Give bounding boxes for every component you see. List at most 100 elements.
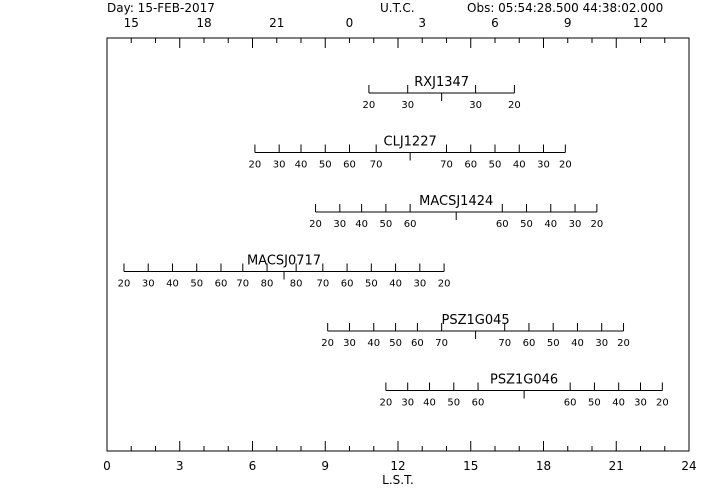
elevation-label: 80 xyxy=(261,279,274,290)
x-axis-label: L.S.T. xyxy=(382,473,414,487)
elevation-label: 20 xyxy=(559,160,572,171)
elevation-label: 60 xyxy=(341,279,354,290)
elevation-label: 20 xyxy=(380,398,393,409)
lst-tick-label: 24 xyxy=(681,459,696,473)
elevation-label: 20 xyxy=(656,398,669,409)
utc-tick-label: 15 xyxy=(124,16,139,30)
target-name-label: MACSJ1424 xyxy=(419,194,493,209)
elevation-label: 60 xyxy=(343,160,356,171)
elevation-label: 50 xyxy=(547,338,560,349)
elevation-label: 50 xyxy=(520,219,533,230)
elevation-label: 40 xyxy=(612,398,625,409)
elevation-label: 70 xyxy=(498,338,511,349)
target-tracks: RXJ1347 20 30 30 20 CLJ1227 20 30 40 50 60 70 70 60 50… xyxy=(118,75,669,409)
target-psz1g046: PSZ1G046 20 30 40 50 60 60 50 40 30 20 xyxy=(380,373,669,409)
elevation-label: 30 xyxy=(634,398,647,409)
elevation-label: 20 xyxy=(249,160,262,171)
elevation-label: 60 xyxy=(215,279,228,290)
target-macsj0717: MACSJ0717 20 30 40 50 60 70 80 80 70 60 50 40 30 20 xyxy=(118,254,451,290)
target-name-label: PSZ1G046 xyxy=(490,373,558,388)
elevation-label: 40 xyxy=(389,279,402,290)
elevation-label: 20 xyxy=(590,219,603,230)
elevation-label: 70 xyxy=(370,160,383,171)
elevation-label: 60 xyxy=(404,219,417,230)
elevation-label: 60 xyxy=(496,219,509,230)
target-macsj1424: MACSJ1424 20 30 40 50 60 60 50 40 30 20 xyxy=(309,194,603,230)
elevation-label: 30 xyxy=(469,100,482,111)
target-name-label: MACSJ0717 xyxy=(247,254,321,269)
elevation-label: 40 xyxy=(295,160,308,171)
utc-tick-label: 9 xyxy=(564,16,572,30)
elevation-label: 20 xyxy=(363,100,376,111)
elevation-label: 20 xyxy=(321,338,334,349)
elevation-label: 60 xyxy=(464,160,477,171)
elevation-label: 50 xyxy=(319,160,332,171)
header-utc-label: U.T.C. xyxy=(380,1,415,15)
lst-tick-label: 18 xyxy=(536,459,551,473)
utc-tick-label: 21 xyxy=(269,16,284,30)
elevation-label: 20 xyxy=(118,279,131,290)
elevation-label: 30 xyxy=(569,219,582,230)
elevation-label: 30 xyxy=(595,338,608,349)
target-clj1227: CLJ1227 20 30 40 50 60 70 70 60 50 40 30 20 xyxy=(249,135,572,171)
elevation-label: 60 xyxy=(411,338,424,349)
elevation-label: 20 xyxy=(617,338,630,349)
lst-tick-label: 6 xyxy=(249,459,257,473)
elevation-label: 40 xyxy=(513,160,526,171)
elevation-label: 20 xyxy=(438,279,451,290)
elevation-label: 80 xyxy=(290,279,303,290)
elevation-label: 30 xyxy=(413,279,426,290)
header-obs: Obs: 05:54:28.500 44:38:02.000 xyxy=(467,1,663,15)
elevation-label: 30 xyxy=(333,219,346,230)
elevation-label: 40 xyxy=(423,398,436,409)
elevation-label: 50 xyxy=(389,338,402,349)
plot-frame xyxy=(106,37,690,452)
elevation-label: 20 xyxy=(309,219,322,230)
elevation-label: 30 xyxy=(343,338,356,349)
target-name-label: CLJ1227 xyxy=(384,135,437,150)
elevation-label: 30 xyxy=(401,100,414,111)
target-name-label: PSZ1G045 xyxy=(442,313,510,328)
target-rxj1347: RXJ1347 20 30 30 20 xyxy=(363,75,521,111)
lst-tick-label: 21 xyxy=(609,459,624,473)
elevation-label: 30 xyxy=(273,160,286,171)
elevation-label: 60 xyxy=(564,398,577,409)
lst-tick-label: 15 xyxy=(463,459,478,473)
elevation-label: 30 xyxy=(401,398,414,409)
utc-tick-label: 12 xyxy=(633,16,648,30)
elevation-label: 20 xyxy=(508,100,521,111)
elevation-label: 30 xyxy=(142,279,155,290)
lst-tick-label: 3 xyxy=(176,459,184,473)
elevation-label: 70 xyxy=(440,160,453,171)
target-name-label: RXJ1347 xyxy=(414,75,469,90)
elevation-label: 70 xyxy=(435,338,448,349)
lst-tick-label: 0 xyxy=(103,459,111,473)
elevation-label: 70 xyxy=(236,279,249,290)
target-psz1g045: PSZ1G045 20 30 40 50 60 70 70 60 50 40 30 20 xyxy=(321,313,630,349)
elevation-label: 30 xyxy=(537,160,550,171)
utc-tick-label: 0 xyxy=(346,16,354,30)
lst-axis: 0 3 6 9 12 15 18 21 24 xyxy=(103,38,697,473)
elevation-label: 70 xyxy=(316,279,329,290)
elevation-label: 50 xyxy=(365,279,378,290)
lst-tick-label: 9 xyxy=(321,459,329,473)
elevation-label: 40 xyxy=(544,219,557,230)
utc-tick-label: 18 xyxy=(196,16,211,30)
elevation-label: 60 xyxy=(472,398,485,409)
utc-axis: 15 18 21 0 3 6 9 12 xyxy=(124,16,649,30)
elevation-label: 50 xyxy=(489,160,502,171)
elevation-label: 50 xyxy=(380,219,393,230)
lst-tick-label: 12 xyxy=(390,459,405,473)
utc-tick-label: 6 xyxy=(491,16,499,30)
header-day: Day: 15-FEB-2017 xyxy=(107,1,215,15)
elevation-label: 50 xyxy=(588,398,601,409)
elevation-label: 40 xyxy=(571,338,584,349)
elevation-label: 40 xyxy=(367,338,380,349)
utc-tick-label: 3 xyxy=(418,16,426,30)
elevation-label: 60 xyxy=(523,338,536,349)
elevation-label: 40 xyxy=(166,279,179,290)
elevation-label: 40 xyxy=(355,219,368,230)
elevation-label: 50 xyxy=(190,279,203,290)
elevation-label: 50 xyxy=(447,398,460,409)
